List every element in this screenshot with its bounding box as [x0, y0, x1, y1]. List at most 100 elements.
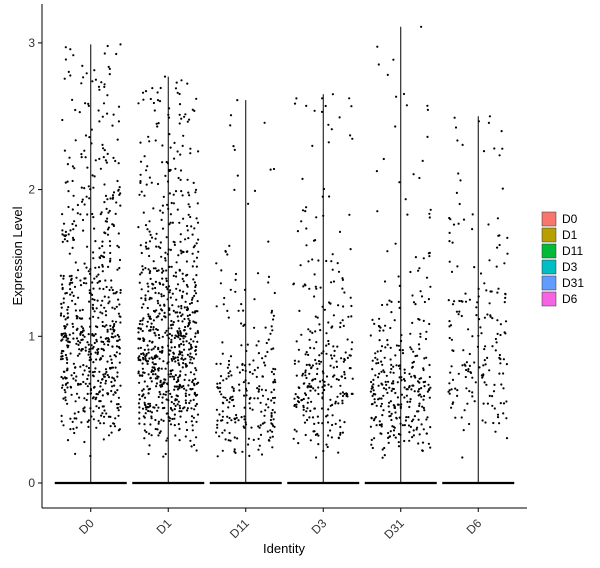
point-D0 [97, 419, 100, 422]
point-D1 [190, 298, 194, 301]
point-D1 [177, 336, 180, 339]
point-D1 [162, 195, 165, 198]
point-D0 [69, 428, 72, 431]
point-D6 [480, 332, 483, 335]
point-D31 [400, 379, 403, 382]
point-D11 [267, 398, 270, 401]
point-D1 [160, 367, 163, 370]
point-D6 [488, 259, 491, 262]
point-D31 [422, 406, 425, 410]
point-D1 [143, 380, 146, 383]
point-D0 [98, 280, 101, 283]
point-D0 [71, 179, 74, 183]
point-D31 [372, 378, 375, 381]
point-D3 [331, 268, 334, 271]
point-D0 [87, 270, 90, 273]
point-D0 [60, 306, 63, 309]
point-D6 [469, 371, 472, 374]
point-D31 [389, 358, 392, 361]
point-D1 [186, 120, 189, 123]
point-D0 [65, 382, 68, 385]
point-D1 [149, 270, 152, 273]
point-D0 [64, 230, 67, 233]
point-D1 [186, 224, 189, 228]
point-D1 [180, 190, 183, 193]
point-D0 [73, 371, 76, 375]
point-D1 [173, 408, 176, 411]
point-D11 [243, 418, 246, 421]
point-D0 [64, 181, 67, 184]
point-D6 [478, 318, 481, 321]
point-D1 [179, 169, 183, 172]
point-D1 [181, 250, 184, 253]
point-D6 [460, 416, 463, 419]
point-D0 [106, 360, 109, 363]
point-D1 [163, 303, 166, 306]
point-D1 [176, 331, 179, 334]
point-D11 [244, 387, 248, 390]
point-D0 [112, 292, 115, 295]
point-D11 [272, 418, 275, 421]
point-D1 [194, 349, 197, 352]
point-D0 [109, 355, 112, 358]
point-D31 [377, 376, 380, 379]
point-D6 [471, 213, 474, 216]
point-D3 [304, 369, 307, 372]
point-D1 [181, 277, 184, 280]
point-D1 [175, 275, 178, 278]
point-D3 [295, 430, 298, 433]
point-D31 [381, 303, 384, 307]
point-D11 [232, 387, 235, 390]
point-D3 [313, 407, 316, 410]
point-D1 [191, 233, 194, 236]
point-D3 [330, 354, 333, 357]
point-D1 [178, 385, 181, 388]
point-D6 [488, 115, 491, 118]
point-D3 [337, 304, 340, 307]
point-D6 [491, 404, 494, 407]
point-D1 [168, 313, 171, 316]
point-D11 [267, 406, 270, 409]
point-D0 [77, 340, 80, 343]
point-D1 [141, 374, 144, 377]
point-D0 [80, 186, 83, 189]
point-D1 [161, 309, 164, 312]
point-D0 [107, 338, 110, 341]
point-D1 [179, 415, 182, 418]
point-D11 [220, 393, 223, 396]
point-D0 [67, 190, 70, 193]
point-D6 [498, 422, 501, 425]
point-D0 [74, 108, 77, 112]
point-D1 [183, 306, 186, 309]
point-D31 [371, 359, 374, 362]
point-D31 [410, 348, 413, 351]
point-D3 [337, 437, 340, 440]
point-D1 [163, 406, 166, 409]
point-D1 [169, 213, 172, 216]
point-D0 [77, 296, 80, 299]
point-D0 [106, 152, 109, 155]
point-D3 [328, 195, 331, 198]
point-D1 [189, 327, 192, 330]
point-D11 [248, 363, 251, 366]
point-D1 [161, 351, 164, 354]
point-D6 [448, 325, 451, 328]
point-D0 [103, 149, 106, 152]
point-D11 [265, 403, 268, 406]
point-D0 [97, 316, 100, 319]
point-D6 [503, 331, 506, 334]
point-D11 [271, 446, 274, 449]
point-D11 [246, 343, 249, 346]
point-D0 [72, 377, 75, 380]
legend-label-D3: D3 [562, 260, 578, 274]
point-D0 [107, 226, 110, 229]
point-D31 [426, 104, 429, 107]
point-D1 [177, 362, 180, 365]
point-D11 [243, 415, 246, 418]
point-D31 [418, 267, 421, 270]
point-D1 [169, 417, 172, 420]
point-D11 [270, 391, 273, 394]
point-D31 [429, 386, 432, 389]
point-D1 [148, 176, 151, 179]
point-D31 [427, 388, 431, 391]
